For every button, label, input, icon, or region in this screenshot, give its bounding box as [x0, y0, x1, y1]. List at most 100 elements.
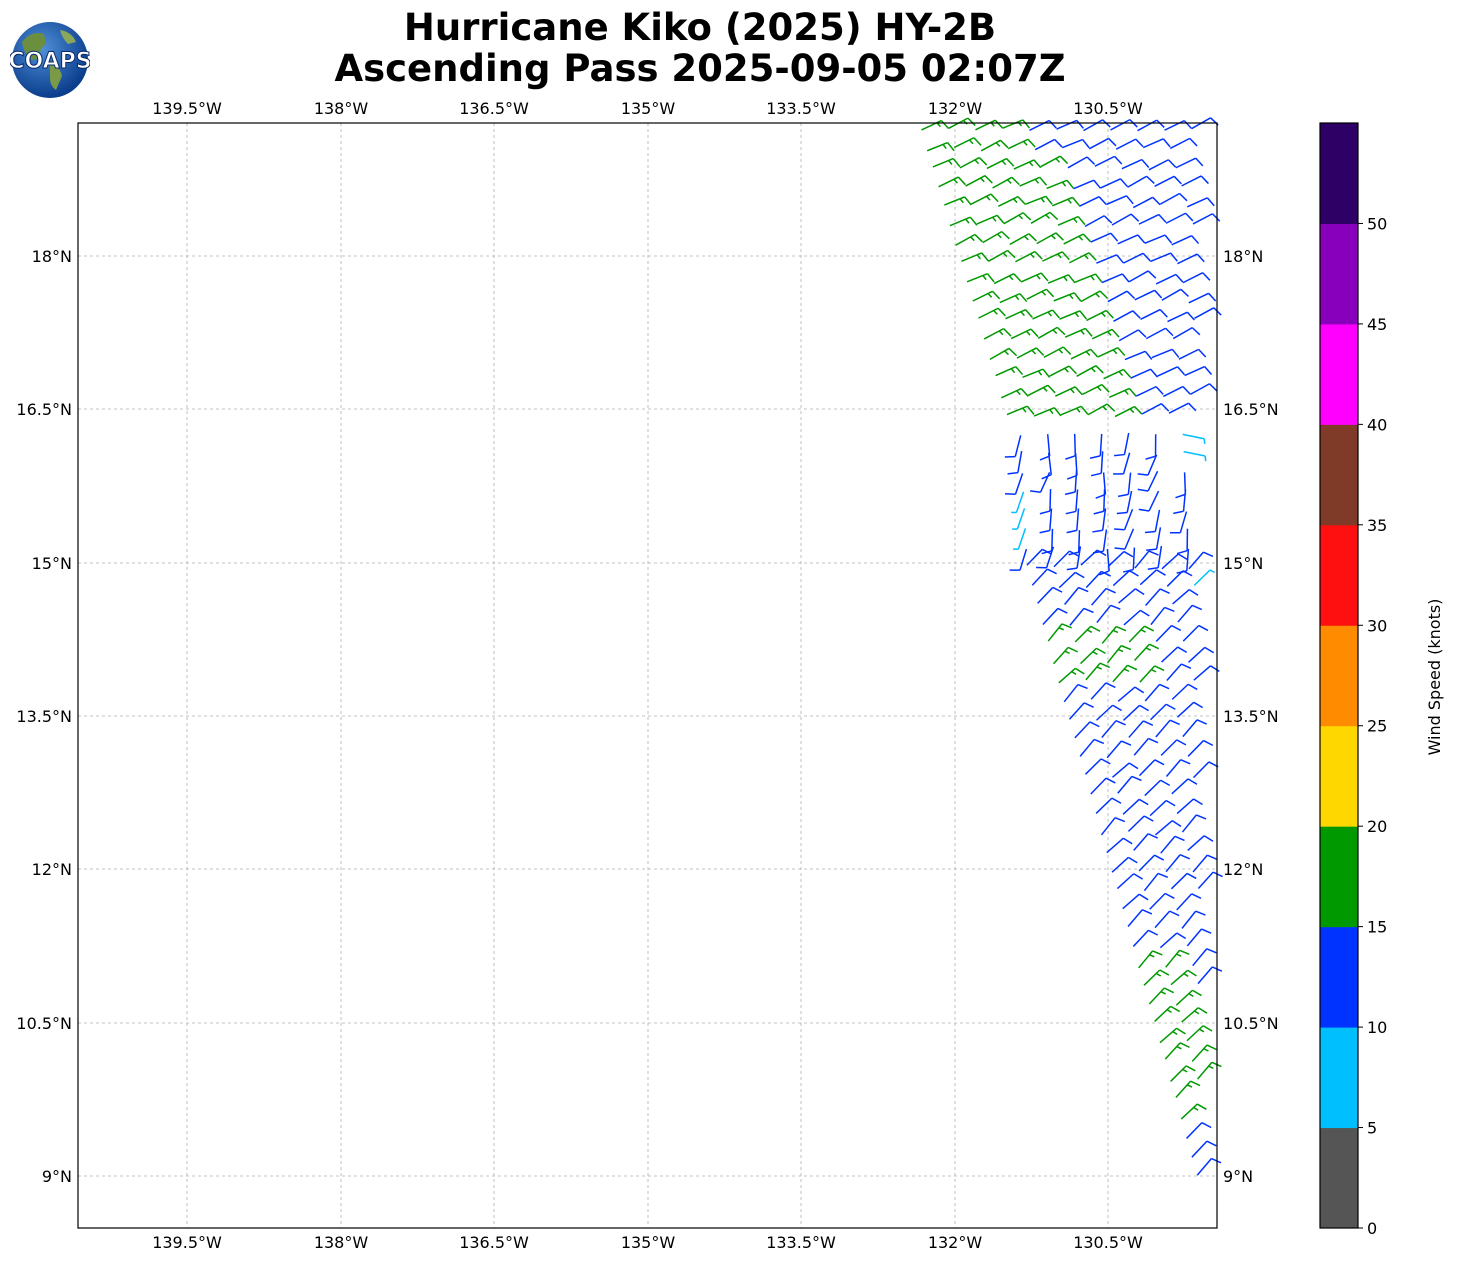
wind-barb-feather — [1002, 252, 1008, 258]
wind-barb-feather — [1211, 1157, 1222, 1164]
wind-barb-feather — [1059, 155, 1069, 165]
wind-barb-feather — [1090, 275, 1095, 281]
wind-barb-feather — [1193, 798, 1203, 806]
colorbar-tick-label: 35 — [1367, 516, 1387, 535]
wind-barb — [1150, 606, 1166, 626]
wind-barb — [1022, 368, 1044, 379]
colorbar-bin — [1320, 926, 1358, 1028]
wind-barb — [1034, 138, 1056, 151]
wind-barb-feather — [1024, 309, 1033, 318]
colorbar-bin — [1320, 826, 1358, 928]
wind-barb-feather — [1070, 388, 1075, 394]
wind-barb-feather — [1137, 473, 1149, 476]
wind-barb-feather — [1193, 701, 1204, 709]
wind-barb-feather — [1137, 488, 1149, 492]
wind-barb-feather — [1117, 648, 1124, 653]
wind-barb-feather — [1116, 625, 1127, 632]
wind-barb — [1017, 528, 1027, 550]
wind-barb-feather — [940, 120, 949, 129]
wind-barb-feather — [1180, 759, 1191, 765]
wind-barb-feather — [1179, 192, 1188, 202]
wind-barb — [992, 176, 1013, 189]
wind-barb-feather — [1143, 720, 1154, 726]
wind-barb-feather — [1093, 510, 1105, 515]
wind-barb — [1126, 490, 1133, 513]
wind-barb — [1090, 777, 1107, 795]
wind-barb-feather — [1164, 987, 1175, 994]
wind-barb — [1135, 385, 1157, 397]
wind-barb-feather — [1176, 1045, 1182, 1050]
wind-barb — [1097, 347, 1119, 358]
wind-barb — [1117, 775, 1133, 794]
wind-barb-feather — [984, 175, 993, 184]
colorbar-tick-label: 20 — [1367, 817, 1387, 836]
wind-barb-feather — [1011, 176, 1020, 186]
wind-barb-feather — [1066, 567, 1078, 571]
lon-label-top: 130.5°W — [1073, 99, 1143, 118]
wind-barb — [1090, 682, 1107, 700]
wind-barb — [1020, 272, 1042, 283]
wind-barb-feather — [1046, 568, 1057, 575]
wind-barb — [1116, 873, 1135, 890]
wind-barb — [949, 216, 971, 227]
wind-barb-feather — [1182, 386, 1191, 395]
wind-barb — [1144, 683, 1161, 702]
wind-barb — [965, 175, 986, 187]
lon-label-top: 133.5°W — [766, 99, 836, 118]
wind-barb-feather — [1159, 588, 1170, 594]
wind-barb — [1106, 837, 1124, 854]
wind-barb — [1192, 761, 1210, 779]
wind-barb — [1142, 138, 1164, 149]
wind-barb — [1053, 292, 1075, 302]
wind-barb-feather — [1114, 155, 1123, 165]
wind-barb — [921, 119, 942, 131]
wind-barb-feather — [1183, 972, 1189, 977]
lat-label-right: 10.5°N — [1223, 1014, 1279, 1033]
wind-barb — [1138, 213, 1160, 225]
wind-barb-feather — [1159, 309, 1168, 318]
wind-barb-feather — [1052, 309, 1060, 319]
wind-barb — [1192, 213, 1213, 225]
wind-barb-feather — [1047, 311, 1053, 317]
wind-barb — [1045, 546, 1055, 568]
wind-barb-feather — [1093, 179, 1102, 189]
wind-barb — [1107, 551, 1125, 568]
lat-label-right: 18°N — [1223, 247, 1263, 266]
wind-barb-feather — [947, 142, 955, 152]
wind-barb — [1037, 326, 1058, 339]
wind-barb-feather — [1078, 586, 1089, 593]
wind-barb-feather — [1036, 274, 1041, 280]
wind-barb-feather — [1164, 892, 1175, 899]
wind-barb-feather — [1158, 214, 1167, 223]
wind-barb-feather — [1146, 548, 1157, 552]
wind-barb — [1047, 452, 1052, 475]
wind-barb-feather — [1160, 403, 1170, 412]
wind-barb-feather — [996, 233, 1002, 239]
wind-barb — [1128, 720, 1144, 738]
wind-barb-feather — [1204, 366, 1213, 375]
wind-barb-feather — [1138, 508, 1150, 512]
wind-barb — [1063, 684, 1079, 703]
wind-barb-feather — [1180, 288, 1189, 298]
wind-barb-feather — [1048, 120, 1057, 129]
wind-barb — [1138, 854, 1156, 872]
wind-barb — [1005, 308, 1026, 320]
wind-barb — [1096, 254, 1118, 264]
wind-barb — [1099, 433, 1103, 456]
wind-barb — [1122, 798, 1140, 815]
wind-barb-feather — [1134, 406, 1143, 415]
wind-barb — [1139, 665, 1156, 683]
wind-barb-feather — [1195, 910, 1206, 916]
wind-barb-feather — [1067, 198, 1072, 204]
wind-barb — [1171, 235, 1193, 246]
wind-barb-feather — [1191, 327, 1201, 336]
wind-barb-feather — [1022, 212, 1032, 221]
wind-barb — [1084, 215, 1105, 228]
wind-barb — [1113, 310, 1134, 322]
wind-barb-feather — [1039, 455, 1050, 461]
wind-barb-feather — [1116, 511, 1128, 515]
map-frame — [77, 122, 1218, 1229]
wind-barb — [1108, 387, 1130, 398]
wind-barb-feather — [1012, 198, 1018, 204]
